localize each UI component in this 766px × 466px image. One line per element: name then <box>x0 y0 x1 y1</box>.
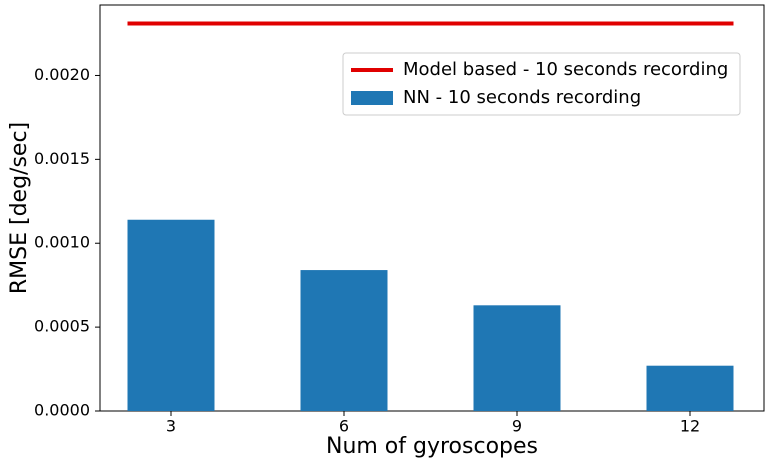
y-tick-label: 0.0015 <box>34 149 90 168</box>
y-tick-label: 0.0005 <box>34 317 90 336</box>
x-tick-label: 6 <box>339 417 349 436</box>
bar <box>646 365 734 411</box>
y-tick-label: 0.0000 <box>34 401 90 420</box>
legend-label: Model based - 10 seconds recording <box>403 59 728 80</box>
x-axis-label: Num of gyroscopes <box>326 434 538 459</box>
bar <box>473 305 561 411</box>
x-tick-label: 9 <box>512 417 522 436</box>
legend-label: NN - 10 seconds recording <box>403 87 641 108</box>
legend-swatch <box>351 91 393 105</box>
plot-frame <box>99 4 765 412</box>
y-axis-label: RMSE [deg/sec] <box>7 122 32 294</box>
x-tick-label: 3 <box>166 417 176 436</box>
legend-box <box>342 52 741 116</box>
bar <box>300 270 388 411</box>
y-tick-label: 0.0020 <box>34 65 90 84</box>
y-tick-label: 0.0010 <box>34 233 90 252</box>
x-tick-label: 12 <box>680 417 700 436</box>
bar <box>127 219 215 411</box>
